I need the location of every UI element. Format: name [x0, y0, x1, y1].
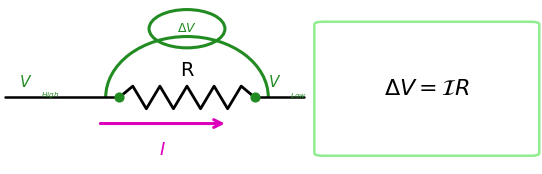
Text: $V$: $V$: [19, 74, 33, 90]
Text: $\Delta V$: $\Delta V$: [177, 22, 197, 35]
Text: $\Delta V = \mathcal{I}R$: $\Delta V = \mathcal{I}R$: [384, 79, 470, 99]
Text: $_{High}$: $_{High}$: [41, 91, 59, 101]
Point: [115, 96, 124, 99]
FancyBboxPatch shape: [314, 22, 539, 156]
Text: $\mathit{I}$: $\mathit{I}$: [159, 141, 166, 159]
Text: $_{Low}$: $_{Low}$: [290, 91, 307, 101]
Text: $V$: $V$: [268, 74, 282, 90]
Point: [250, 96, 259, 99]
Text: R: R: [180, 61, 193, 80]
